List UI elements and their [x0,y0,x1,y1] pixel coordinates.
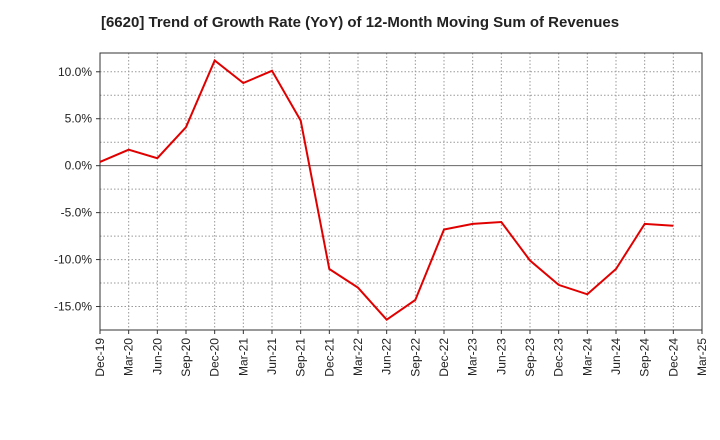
x-tick-label: Mar-21 [236,338,250,376]
x-tick-label: Sep-20 [179,338,193,377]
series-line [99,58,674,322]
x-tick-label: Mar-22 [351,338,365,376]
x-tick-label: Mar-23 [466,338,480,376]
x-tick-label: Dec-20 [208,338,222,377]
x-tick-label: Mar-20 [122,338,136,376]
x-tick-label: Jun-24 [609,338,623,375]
y-tick-label: 10.0% [58,65,92,79]
y-tick-label: -10.0% [54,253,92,267]
x-tick-label: Sep-24 [638,338,652,377]
x-tick-label: Mar-25 [695,338,709,376]
x-tick-label: Jun-23 [494,338,508,375]
axes [99,52,703,331]
chart-title: [6620] Trend of Growth Rate (YoY) of 12-… [100,14,620,31]
x-tick-label: Mar-24 [580,338,594,376]
x-tick-label: Jun-22 [380,338,394,375]
x-tick-label: Sep-22 [408,338,422,377]
y-tick-labels: 10.0% 5.0% 0.0% -5.0% -10.0% -15.0% [54,65,100,314]
y-tick-label: 0.0% [65,159,93,173]
y-tick-label: -5.0% [61,206,93,220]
y-tick-label: -15.0% [54,300,92,314]
x-tick-label: Sep-21 [294,338,308,377]
gridlines [100,53,703,330]
x-tick-label: Dec-22 [437,338,451,377]
x-tick-labels: Dec-19 Mar-20 Jun-20 Sep-20 Dec-20 Mar-21 Jun-… [93,330,709,377]
x-tick-label: Jun-21 [265,338,279,375]
plot-frame [99,52,703,331]
x-tick-label: Dec-24 [666,338,680,377]
plot-area [100,53,702,330]
x-tick-label: Sep-23 [523,338,537,377]
x-tick-label: Dec-19 [93,338,107,377]
series-group [99,58,674,322]
x-tick-label: Dec-21 [322,338,336,377]
x-tick-label: Dec-23 [552,338,566,377]
x-tick-label: Jun-20 [150,338,164,375]
y-tick-label: 5.0% [65,112,93,126]
